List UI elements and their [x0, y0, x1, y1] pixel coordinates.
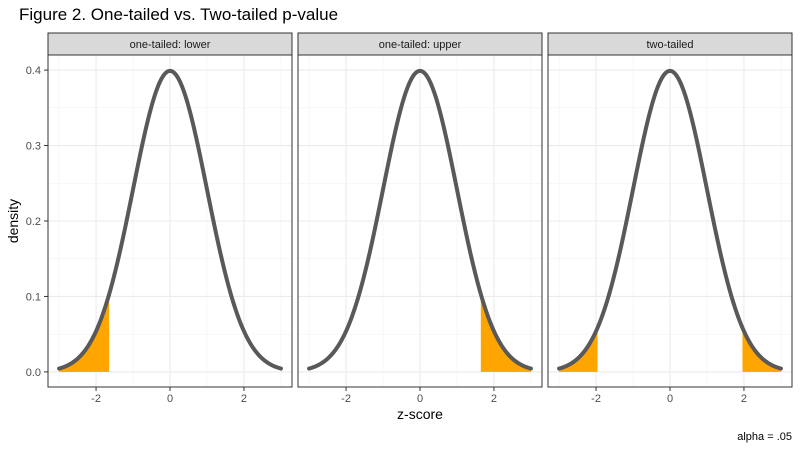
shaded-region — [480, 294, 531, 372]
y-tick-label: 0.1 — [26, 291, 41, 303]
x-tick-label: 0 — [417, 393, 423, 405]
y-axis-title: density — [5, 199, 21, 243]
x-tick-label: 0 — [167, 393, 173, 405]
figure-title: Figure 2. One-tailed vs. Two-tailed p-va… — [19, 5, 339, 24]
x-axis-title: z-score — [397, 406, 443, 422]
x-tick-label: -2 — [591, 393, 601, 405]
x-tick-label: 2 — [241, 393, 247, 405]
facet-label: two-tailed — [646, 39, 693, 51]
x-tick-label: -2 — [341, 393, 351, 405]
shaded-region — [59, 294, 110, 372]
x-tick-label: 2 — [491, 393, 497, 405]
x-tick-label: 0 — [667, 393, 673, 405]
facet-label: one-tailed: lower — [130, 39, 211, 51]
shaded-region — [559, 327, 598, 372]
caption: alpha = .05 — [737, 431, 792, 443]
x-tick-label: -2 — [91, 393, 101, 405]
y-tick-label: 0.3 — [26, 141, 41, 153]
y-tick-label: 0.4 — [26, 65, 41, 77]
x-tick-label: 2 — [741, 393, 747, 405]
density-curve — [307, 68, 533, 371]
facet-label: one-tailed: upper — [379, 39, 462, 51]
y-tick-label: 0.0 — [26, 367, 41, 379]
density-curve — [557, 68, 783, 371]
y-tick-label: 0.2 — [26, 216, 41, 228]
density-curve — [57, 68, 283, 371]
shaded-region — [742, 327, 781, 372]
